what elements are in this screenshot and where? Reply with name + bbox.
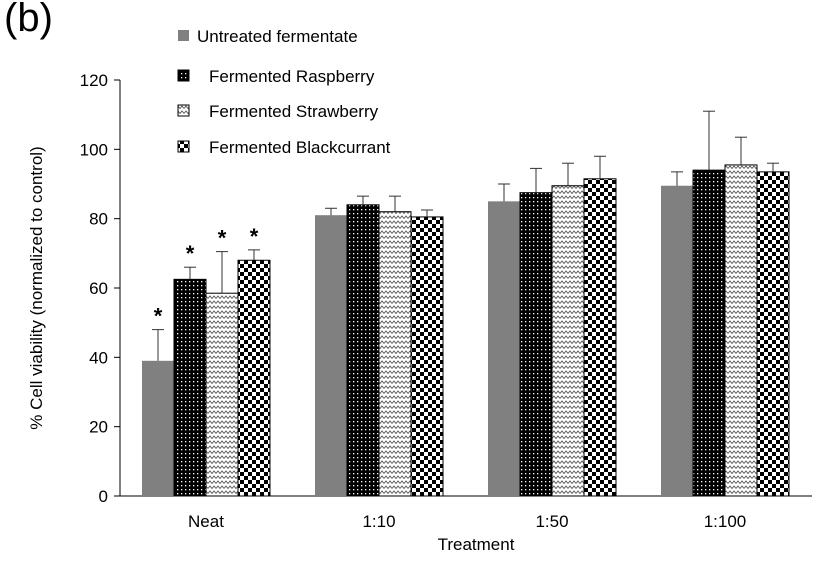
- bar: [488, 201, 520, 497]
- x-tick-label: 1:10: [362, 512, 395, 531]
- bar: [378, 211, 412, 497]
- bar: [237, 259, 271, 497]
- panel-label: (b): [4, 0, 53, 40]
- legend-swatch: [178, 30, 189, 41]
- legend-swatch: [177, 140, 190, 153]
- significance-asterisk: *: [250, 224, 259, 249]
- y-tick-label: 0: [99, 487, 108, 506]
- bar: [551, 185, 585, 497]
- y-axis-label: % Cell viability (normalized to control): [27, 146, 46, 429]
- significance-asterisk: *: [186, 241, 195, 266]
- x-axis-label: Treatment: [438, 535, 515, 554]
- y-tick-label: 100: [80, 140, 108, 159]
- bar: [519, 192, 553, 497]
- bar: [346, 204, 380, 497]
- significance-asterisk: *: [218, 226, 227, 251]
- x-tick-label: 1:50: [535, 512, 568, 531]
- y-tick-label: 40: [89, 348, 108, 367]
- x-tick-label: Neat: [188, 512, 224, 531]
- bar: [173, 278, 207, 497]
- bar: [142, 360, 174, 496]
- bar: [724, 164, 758, 497]
- legend-label: Fermented Strawberry: [209, 102, 379, 121]
- y-tick-label: 80: [89, 210, 108, 229]
- legend: Untreated fermentate Fermented Raspberry F…: [177, 27, 391, 157]
- bar: [661, 185, 693, 496]
- y-tick-label: 60: [89, 279, 108, 298]
- legend-swatch: [177, 69, 190, 82]
- bar: [315, 215, 347, 496]
- bar: [756, 171, 790, 497]
- bar: [410, 216, 444, 497]
- x-tick-label: 1:100: [704, 512, 747, 531]
- legend-label: Fermented Blackcurrant: [209, 138, 391, 157]
- y-tick-label: 120: [80, 71, 108, 90]
- significance-asterisk: *: [154, 304, 163, 329]
- legend-label: Fermented Raspberry: [209, 67, 375, 86]
- plot-area: 0 20 40 60 80 100 120 % Cell viability (normali…: [27, 71, 812, 554]
- bar: [583, 178, 617, 497]
- legend-swatch: [177, 104, 190, 117]
- bar: [205, 292, 239, 497]
- legend-label: Untreated fermentate: [197, 27, 358, 46]
- y-tick-label: 20: [89, 418, 108, 437]
- bar: [692, 169, 726, 497]
